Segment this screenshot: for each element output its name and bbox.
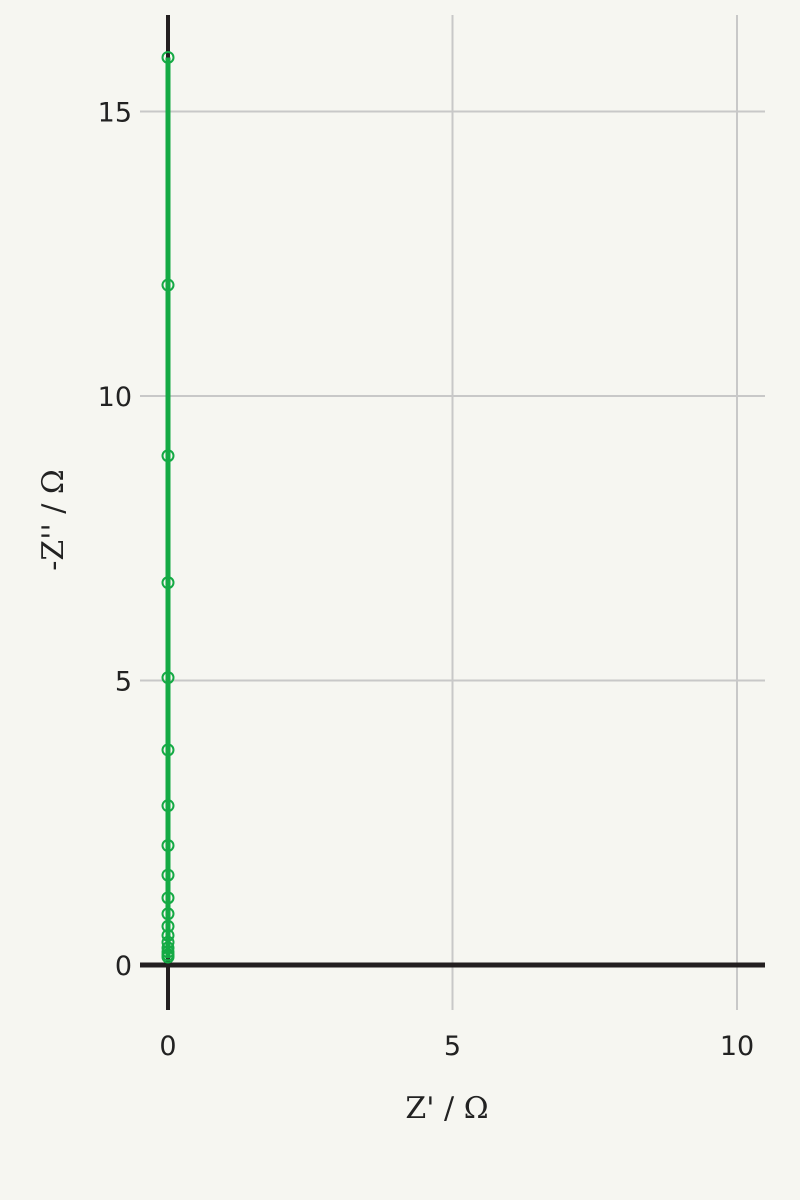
data-point: [161, 50, 175, 64]
x-axis-title: Z' / Ω: [405, 1091, 488, 1126]
data-point: [161, 945, 175, 959]
data-point: [161, 671, 175, 685]
data-point: [161, 907, 175, 921]
data-point: [161, 839, 175, 853]
y-tick-label: 15: [98, 98, 132, 129]
x-tick-label: 0: [159, 1031, 176, 1062]
data-point: [161, 278, 175, 292]
data-point: [161, 891, 175, 905]
data-point: [161, 743, 175, 757]
y-tick-label: 5: [115, 667, 132, 698]
y-tick-label: 10: [98, 382, 132, 413]
data-point: [161, 449, 175, 463]
y-tick-label: 0: [115, 951, 132, 982]
data-series: [161, 50, 175, 964]
data-point: [161, 576, 175, 590]
grid-lines: [140, 15, 765, 1010]
x-tick-label: 5: [444, 1031, 461, 1062]
tick-labels: 0 5 10 0 5 10 15: [98, 98, 755, 1063]
data-point: [161, 941, 175, 955]
data-point: [161, 799, 175, 813]
data-point: [161, 868, 175, 882]
data-point: [161, 928, 175, 942]
x-tick-label: 10: [720, 1031, 754, 1062]
y-axis-title: -Z'' / Ω: [36, 469, 71, 571]
data-point: [161, 935, 175, 949]
data-point: [161, 919, 175, 933]
